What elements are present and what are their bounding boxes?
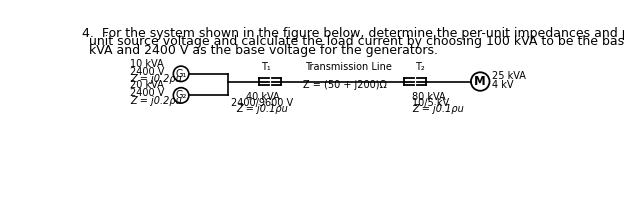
Text: G₂: G₂ — [175, 90, 187, 100]
Text: 25 kVA: 25 kVA — [492, 71, 526, 81]
Text: kVA and 2400 V as the base voltage for the generators.: kVA and 2400 V as the base voltage for t… — [89, 44, 438, 57]
Text: unit source voltage and calculate the load current by choosing 100 kVA to be the: unit source voltage and calculate the lo… — [89, 35, 624, 48]
Text: 2400/9600 V: 2400/9600 V — [232, 98, 293, 108]
Text: 4.  For the system shown in the figure below, determine the per-unit impedances : 4. For the system shown in the figure be… — [82, 27, 624, 40]
Text: Z = j0.1ρu: Z = j0.1ρu — [236, 104, 288, 114]
Text: 10 kVA: 10 kVA — [130, 59, 163, 69]
Text: T₂: T₂ — [415, 62, 425, 72]
Text: Z = (50 + j200)Ω: Z = (50 + j200)Ω — [303, 80, 387, 90]
Text: 2400 V: 2400 V — [130, 66, 164, 77]
Text: 80 kVA: 80 kVA — [412, 92, 446, 101]
Text: 4 kV: 4 kV — [492, 80, 514, 90]
Text: T₁: T₁ — [261, 62, 270, 72]
Text: M: M — [474, 75, 486, 88]
Text: G₁: G₁ — [175, 69, 187, 79]
Text: Transmission Line: Transmission Line — [305, 62, 392, 72]
Text: Z = j0.2ρu: Z = j0.2ρu — [130, 74, 182, 84]
Text: 40 kVA: 40 kVA — [246, 92, 280, 101]
Text: Z = j0.2ρu: Z = j0.2ρu — [130, 96, 182, 106]
Text: Z = j0.1ρu: Z = j0.1ρu — [412, 104, 464, 114]
Text: 2400 V: 2400 V — [130, 88, 164, 98]
Text: 20 kVA: 20 kVA — [130, 80, 163, 90]
Text: 10/5 kV: 10/5 kV — [412, 98, 449, 108]
